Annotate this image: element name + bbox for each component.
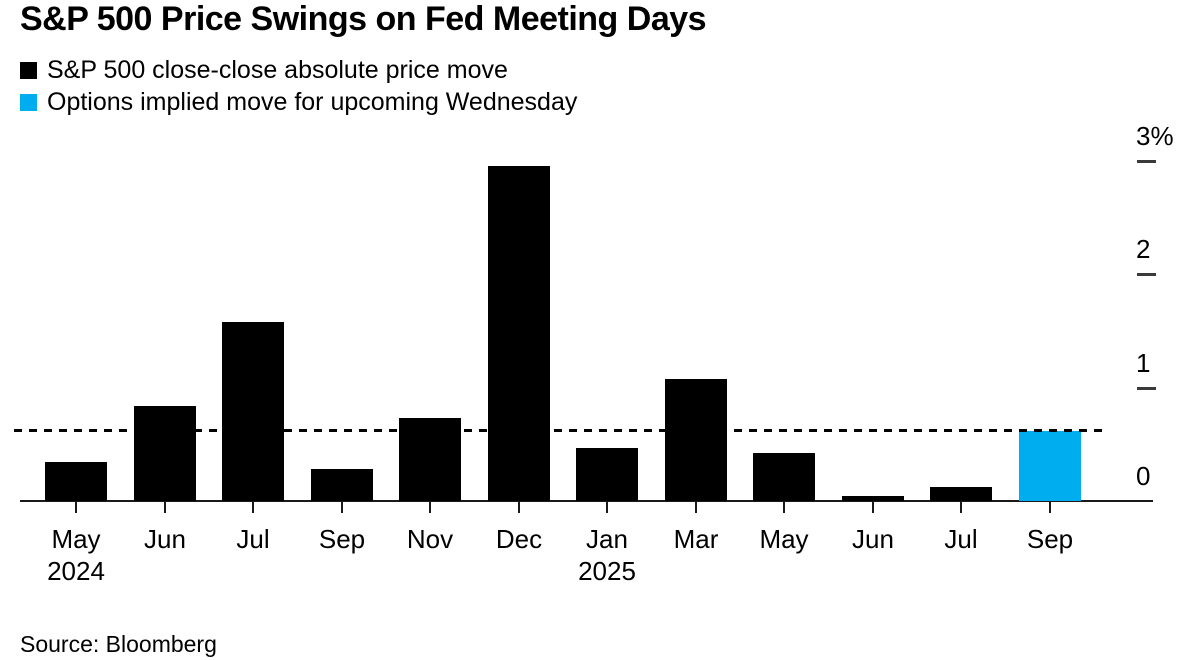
x-axis-label-month: May [759,524,809,554]
x-axis-label-month: Sep [318,524,366,554]
x-axis-label-month: Mar [673,524,719,554]
source-note: Source: Bloomberg [20,631,217,657]
bar-dec-5 [488,166,550,501]
legend-label-implied: Options implied move for upcoming Wednes… [47,88,578,116]
bar-may-0 [45,462,107,501]
legend-item-actual: S&P 500 close-close absolute price move [20,56,508,84]
y-axis-label: 0 [1136,461,1151,491]
bar-jan-6 [576,448,638,501]
bar-sep-11 [1019,431,1081,501]
x-axis-label-month: Dec [495,524,543,554]
x-axis-label-month: Jul [944,524,978,554]
legend-label-actual: S&P 500 close-close absolute price move [47,56,508,84]
x-axis-label-month: Jun [852,524,894,554]
x-axis-tick [518,502,520,513]
x-axis-tick [164,502,166,513]
x-axis-tick [783,502,785,513]
y-axis-tick [1137,273,1156,276]
x-axis-tick [872,502,874,513]
x-axis-tick [606,502,608,513]
y-axis-tick [1137,387,1156,390]
x-axis-label-month: Sep [1026,524,1074,554]
bar-mar-7 [665,379,727,501]
x-axis-tick [1049,502,1051,513]
y-axis-label: 1 [1136,348,1151,378]
implied-move-reference-line [14,429,1107,432]
x-axis-label-month: Jul [236,524,270,554]
x-axis-label-month: May [51,524,101,554]
x-axis-tick [695,502,697,513]
x-axis-label-year: 2025 [578,556,636,586]
bar-jul-2 [222,322,284,501]
y-axis-label: 2 [1136,234,1151,264]
legend-item-implied: Options implied move for upcoming Wednes… [20,88,578,116]
bar-sep-3 [311,469,373,501]
x-axis-label-month: Jun [144,524,186,554]
x-axis-tick [960,502,962,513]
bar-jun-9 [842,496,904,501]
y-axis-label: 3% [1136,121,1174,151]
x-axis-label-month: Nov [406,524,454,554]
y-axis-tick [1137,160,1156,163]
x-axis-tick [75,502,77,513]
legend-swatch-black-icon [20,61,37,79]
chart-title: S&P 500 Price Swings on Fed Meeting Days [20,0,707,38]
bar-jul-10 [930,487,992,501]
x-axis-line [20,500,1153,502]
x-axis-label-year: 2024 [47,556,105,586]
x-axis-label-month: Jan [586,524,628,554]
x-axis-tick [429,502,431,513]
x-axis-tick [252,502,254,513]
legend-swatch-blue-icon [20,93,37,111]
bar-jun-1 [134,406,196,501]
bar-may-8 [753,453,815,501]
x-axis-tick [341,502,343,513]
